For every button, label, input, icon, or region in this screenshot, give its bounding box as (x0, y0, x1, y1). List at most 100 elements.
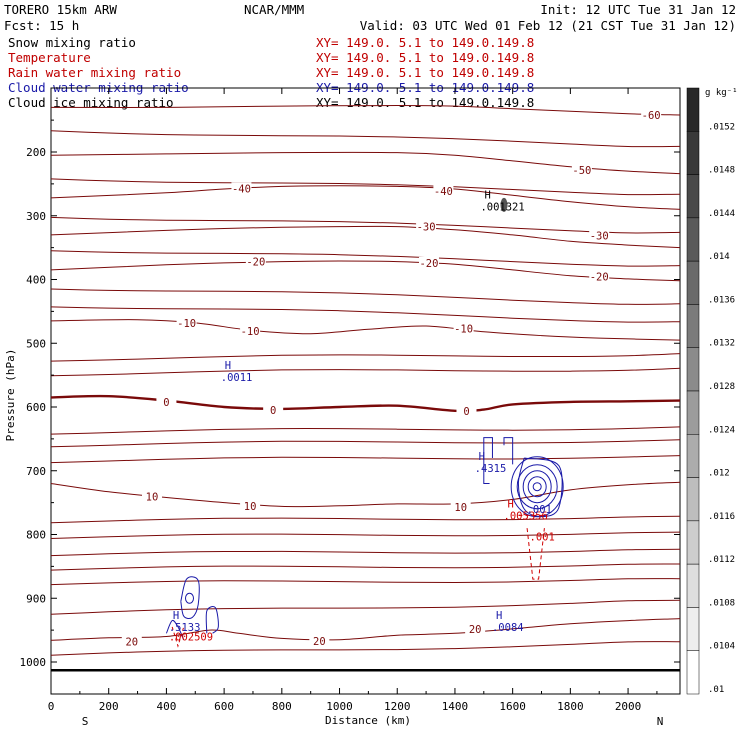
maximum-value-label: .001321 (480, 201, 524, 213)
colorbar-swatch (686, 260, 700, 305)
temperature-contour-label: -50 (572, 165, 591, 177)
colorbar: .0152 .0148 .0144 .014 .0136 .0132 .0128 .0124.… (686, 87, 735, 695)
maximum-marker: H (496, 610, 502, 622)
colorbar-swatch (686, 434, 700, 478)
colorbar-swatch (686, 217, 700, 262)
temperature-contour-line (50, 641, 681, 656)
y-axis-label: Pressure (hPa) (4, 349, 17, 442)
temperature-contour-line (50, 618, 681, 641)
valid-time: Valid: 03 UTC Wed 01 Feb 12 (21 CST Tue … (360, 18, 736, 33)
cloud-water-contour (527, 476, 547, 498)
contour-label-background (589, 229, 610, 242)
colorbar-swatch (686, 607, 700, 651)
y-tick-label: 400 (26, 274, 46, 287)
contour-label-background (240, 499, 261, 512)
maximum-value-label: .001 (530, 532, 555, 544)
hydrometeor-contours (165, 197, 564, 648)
cloud-water-contour (516, 464, 558, 510)
colorbar-swatch (686, 347, 700, 392)
x-tick-label: 1200 (384, 700, 411, 713)
legend-xy-temperature: XY= 149.0. 5.1 to 149.0.149.8 (316, 50, 534, 65)
x-axis-right-end-label: N (657, 715, 664, 728)
maximum-marker: H (484, 189, 490, 201)
x-tick-label: 400 (156, 700, 176, 713)
cloud-water-contour (517, 457, 563, 518)
temperature-contour-line (50, 367, 681, 377)
contour-label-background (141, 490, 162, 503)
temperature-contour-label: -30 (590, 231, 609, 243)
contour-label-background (450, 501, 471, 514)
colorbar-swatch (686, 131, 700, 175)
temperature-contour-label: -40 (232, 183, 251, 195)
temperature-contour-line (50, 426, 681, 435)
contour-label-background (453, 322, 474, 335)
y-tick-label: 1000 (20, 656, 47, 669)
x-tick-label: 1400 (442, 700, 469, 713)
colorbar-tick-label: .01 (708, 685, 724, 695)
colorbar-swatch (686, 174, 700, 219)
y-tick-label: 500 (26, 337, 46, 350)
temperature-contour-label: 10 (146, 491, 159, 503)
maximum-marker: H (225, 360, 231, 372)
colorbar-tick-label: .0148 (708, 166, 735, 176)
x-tick-label: 200 (99, 700, 119, 713)
temperature-contour-line (50, 394, 681, 413)
maximum-value-label: .002509 (169, 632, 213, 644)
x-tick-label: 1600 (499, 700, 526, 713)
y-tick-label: 200 (26, 146, 46, 159)
temperature-contour-label: 10 (244, 501, 257, 513)
contour-label-background (263, 404, 284, 417)
legend-label-cloud-ice: Cloud ice mixing ratio (8, 95, 174, 110)
maximum-marker: H (479, 451, 485, 463)
temperature-contour-line (50, 178, 681, 196)
cloud-water-contour (503, 437, 514, 465)
temperature-contour-label: 0 (163, 397, 169, 409)
forecast-hour: Fcst: 15 h (4, 18, 79, 33)
legend-label-rain: Rain water mixing ratio (8, 65, 181, 80)
contour-label-background (418, 256, 439, 269)
colorbar-swatch (686, 563, 700, 608)
temperature-contour-line (50, 250, 681, 267)
y-tick-label: 800 (26, 529, 46, 542)
temperature-contour-line (50, 288, 681, 305)
temperature-contour-label: 20 (125, 637, 138, 649)
x-tick-label: 800 (272, 700, 292, 713)
temperature-contour-line (50, 439, 681, 448)
temperature-contour-label: -20 (246, 257, 265, 269)
temperature-contour-line (50, 225, 681, 249)
temperature-contour-line (50, 216, 681, 234)
contour-label-background (231, 182, 252, 195)
maximum-value-label: .4315 (475, 463, 507, 475)
cloud-water-contour (532, 482, 542, 492)
legend: Snow mixing ratio XY= 149.0. 5.1 to 149.… (8, 35, 534, 110)
contour-label-background (416, 220, 437, 233)
maximum-value-label: .0011 (221, 372, 253, 384)
temperature-contour-line (50, 185, 681, 210)
model-title: TORERO 15km ARW (4, 2, 117, 17)
temperature-contours (50, 104, 681, 672)
init-time: Init: 12 UTC Tue 31 Jan 12 (540, 2, 736, 17)
colorbar-swatch (686, 520, 700, 565)
contour-label-background (641, 109, 662, 122)
temperature-contour-line (50, 578, 681, 586)
temperature-contour-line (50, 319, 681, 341)
cloud-water-contour (483, 437, 493, 484)
x-axis-left-end-label: S (82, 715, 89, 728)
contour-label-background (433, 184, 454, 197)
temperature-contour-label: -60 (642, 110, 661, 122)
colorbar-swatch (686, 477, 700, 522)
maximum-value-label: .005356 (504, 511, 548, 523)
colorbar-tick-label: .0104 (708, 642, 735, 652)
colorbar-unit: g kg⁻¹ (705, 88, 738, 98)
temperature-contour-line (50, 104, 681, 116)
x-axis-label: Distance (km) (325, 714, 411, 727)
y-tick-label: 600 (26, 401, 46, 414)
temperature-contour-line (50, 515, 681, 524)
y-tick-label: 300 (26, 210, 46, 223)
maximum-value-label: .001 (527, 504, 552, 516)
legend-label-temperature: Temperature (8, 50, 91, 65)
contour-label-background (309, 634, 330, 647)
temperature-contour-line (50, 306, 681, 323)
colorbar-swatch (686, 390, 700, 435)
contour-label-background (176, 316, 197, 329)
